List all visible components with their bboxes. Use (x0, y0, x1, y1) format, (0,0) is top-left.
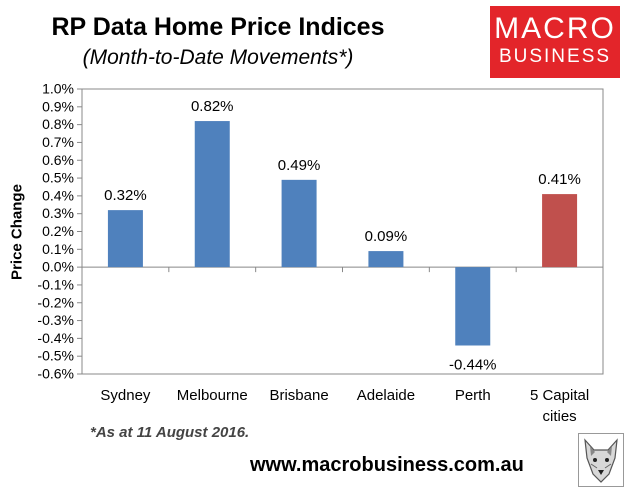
y-tick-label: 0.4% (42, 187, 74, 203)
data-label: -0.44% (449, 357, 497, 374)
bar (455, 267, 491, 346)
wolf-icon (578, 433, 624, 487)
category-label: 5 Capital (530, 387, 589, 404)
logo-line-1: MACRO (494, 12, 616, 45)
data-label: 0.32% (104, 187, 147, 204)
data-label: 0.82% (191, 98, 234, 115)
y-tick-label: -0.2% (37, 294, 74, 310)
category-label: Sydney (100, 387, 151, 404)
y-tick-label: -0.4% (37, 330, 74, 346)
bar (368, 251, 404, 268)
y-tick-label: -0.1% (37, 276, 74, 292)
chart-title: RP Data Home Price Indices (51, 13, 385, 41)
category-label: Perth (455, 387, 491, 404)
category-label: cities (542, 408, 576, 425)
y-tick-label: 0.6% (42, 152, 74, 168)
bar (281, 179, 317, 268)
data-label: 0.09% (365, 228, 408, 245)
plot-area (81, 88, 604, 375)
macrobusiness-logo: MACRO BUSINESS (490, 6, 620, 78)
website-url: www.macrobusiness.com.au (250, 454, 524, 476)
bar (107, 210, 143, 268)
y-tick-label: 0.8% (42, 116, 74, 132)
y-tick-label: 0.1% (42, 241, 74, 257)
y-tick-label: 1.0% (42, 81, 74, 97)
y-tick-label: -0.3% (37, 312, 74, 328)
y-tick-label: 0.7% (42, 134, 74, 150)
logo-line-2: BUSINESS (498, 46, 612, 67)
category-label: Adelaide (357, 387, 415, 404)
category-label: Melbourne (177, 387, 248, 404)
category-label: Brisbane (269, 387, 328, 404)
y-tick-label: 0.9% (42, 98, 74, 114)
y-tick-label: 0.3% (42, 205, 74, 221)
y-tick-label: 0.0% (42, 259, 74, 275)
bar (194, 121, 230, 268)
y-tick-label: 0.2% (42, 223, 74, 239)
data-label: 0.49% (278, 157, 321, 174)
y-tick-label: 0.5% (42, 170, 74, 186)
data-label: 0.41% (538, 171, 581, 188)
chart-subtitle: (Month-to-Date Movements*) (82, 46, 354, 69)
bar (542, 194, 578, 268)
footnote: *As at 11 August 2016. (90, 424, 250, 441)
y-tick-label: -0.6% (37, 366, 74, 382)
y-tick-label: -0.5% (37, 348, 74, 364)
